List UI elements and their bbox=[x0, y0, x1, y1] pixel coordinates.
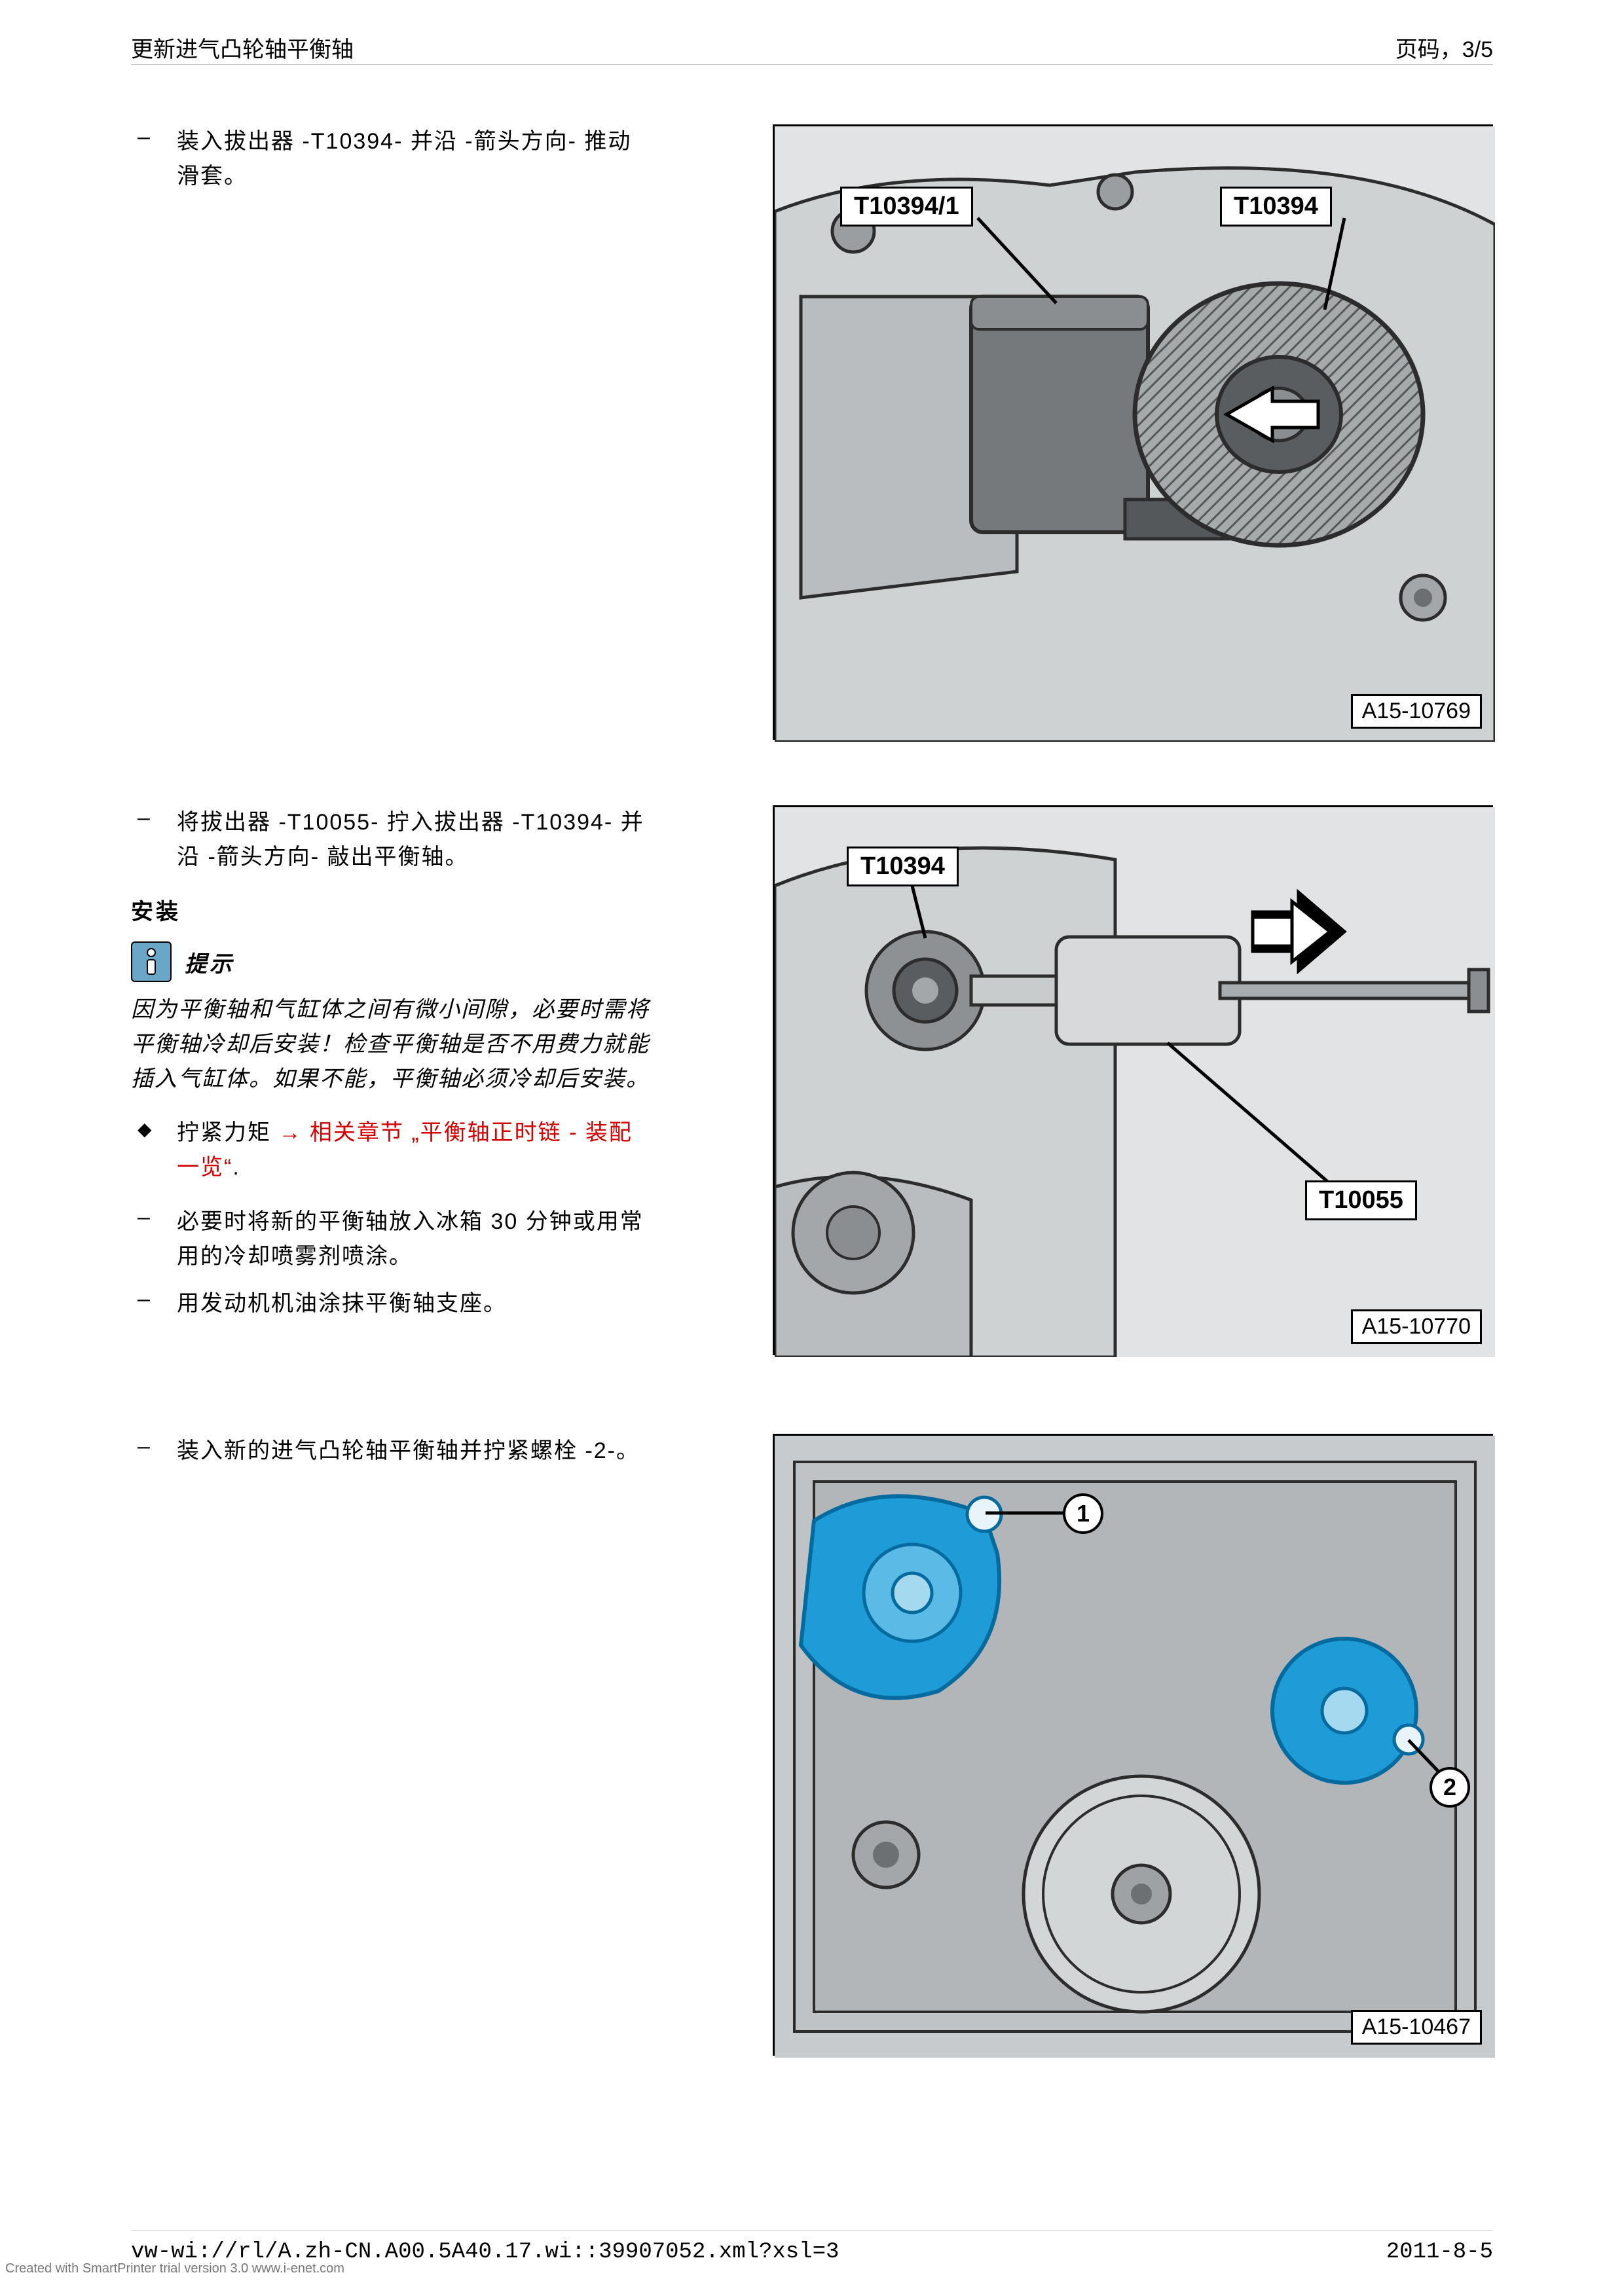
fig3-callout-1: 1 bbox=[1063, 1493, 1103, 1534]
fig1-label-a: T10394/1 bbox=[840, 187, 973, 227]
fig2-label-b: T10055 bbox=[1305, 1180, 1417, 1220]
torque-bullet: ◆ 拧紧力矩 → 相关章节 „平衡轴正时链 - 装配一览“. bbox=[131, 1116, 655, 1184]
fig2-label-a: T10394 bbox=[847, 847, 959, 886]
figure-2: T10394 T10055 A15-10770 bbox=[773, 805, 1493, 1355]
note-label: 提示 bbox=[185, 946, 234, 978]
step-3-text: 必要时将新的平衡轴放入冰箱 30 分钟或用常用的冷却喷雾剂喷涂。 bbox=[177, 1205, 655, 1273]
step-4: – 用发动机机油涂抹平衡轴支座。 bbox=[131, 1286, 655, 1321]
fig1-label-b: T10394 bbox=[1220, 187, 1332, 227]
footer-rule bbox=[131, 2230, 1493, 2231]
dash-marker: – bbox=[131, 1434, 177, 1468]
step-5-text: 装入新的进气凸轮轴平衡轴并拧紧螺栓 -2-。 bbox=[177, 1434, 655, 1468]
dash-marker: – bbox=[131, 1205, 177, 1273]
fig3-id: A15-10467 bbox=[1351, 2010, 1482, 2045]
bullet-marker: ◆ bbox=[131, 1116, 177, 1184]
dash-marker: – bbox=[131, 124, 177, 193]
torque-suffix: . bbox=[232, 1155, 240, 1180]
watermark: Created with SmartPrinter trial version … bbox=[5, 2261, 344, 2276]
page-number: 页码，3/5 bbox=[1395, 31, 1493, 64]
fig2-id: A15-10770 bbox=[1351, 1309, 1482, 1344]
step-2: – 将拔出器 -T10055- 拧入拔出器 -T10394- 并沿 -箭头方向-… bbox=[131, 805, 655, 874]
step-4-text: 用发动机机油涂抹平衡轴支座。 bbox=[177, 1286, 655, 1321]
fig3-callout-2: 2 bbox=[1430, 1767, 1470, 1808]
note-row: 提示 bbox=[131, 941, 655, 982]
step-1-text: 装入拔出器 -T10394- 并沿 -箭头方向- 推动滑套。 bbox=[177, 124, 655, 193]
install-heading: 安装 bbox=[131, 894, 655, 926]
figure-3: 1 2 A15-10467 bbox=[773, 1434, 1493, 2056]
figure-1: T10394/1 T10394 A15-10769 bbox=[773, 124, 1493, 740]
step-1: – 装入拔出器 -T10394- 并沿 -箭头方向- 推动滑套。 bbox=[131, 124, 655, 193]
step-5: – 装入新的进气凸轮轴平衡轴并拧紧螺栓 -2-。 bbox=[131, 1434, 655, 1468]
footer-date: 2011-8-5 bbox=[1386, 2240, 1493, 2265]
fig1-id: A15-10769 bbox=[1351, 694, 1482, 729]
torque-arrow: → bbox=[278, 1120, 309, 1145]
figure-2-svg bbox=[775, 807, 1495, 1357]
step-2-text: 将拔出器 -T10055- 拧入拔出器 -T10394- 并沿 -箭头方向- 敲… bbox=[177, 805, 655, 874]
info-icon bbox=[131, 941, 172, 982]
torque-prefix: 拧紧力矩 bbox=[177, 1120, 278, 1145]
dash-marker: – bbox=[131, 805, 177, 874]
step-3: – 必要时将新的平衡轴放入冰箱 30 分钟或用常用的冷却喷雾剂喷涂。 bbox=[131, 1205, 655, 1273]
doc-title: 更新进气凸轮轴平衡轴 bbox=[131, 31, 354, 64]
figure-3-svg bbox=[775, 1436, 1495, 2058]
note-text: 因为平衡轴和气缸体之间有微小间隙，必要时需将平衡轴冷却后安装！检查平衡轴是否不用… bbox=[131, 993, 655, 1096]
header-rule bbox=[131, 64, 1493, 65]
dash-marker: – bbox=[131, 1286, 177, 1321]
